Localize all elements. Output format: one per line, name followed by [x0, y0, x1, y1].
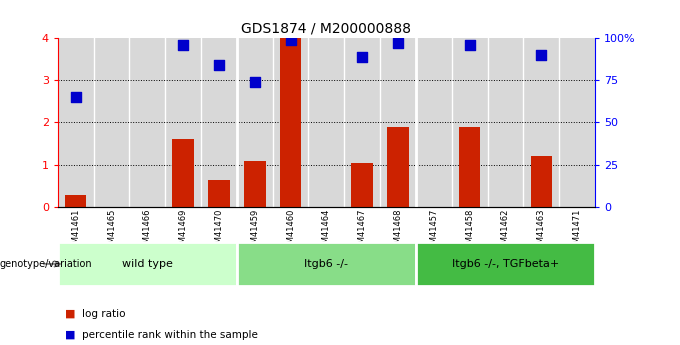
Bar [165, 38, 201, 207]
Bar [173, 139, 194, 207]
Point [357, 54, 368, 59]
Bar [273, 38, 309, 207]
Point [250, 79, 260, 85]
Bar [416, 38, 452, 207]
Bar [58, 241, 237, 286]
Bar [524, 38, 559, 207]
Bar [452, 38, 488, 207]
Bar [388, 127, 409, 207]
Text: ■: ■ [65, 309, 75, 319]
Bar [530, 156, 552, 207]
Bar [309, 38, 344, 207]
Point [392, 40, 403, 46]
Bar [380, 38, 416, 207]
Bar [559, 38, 595, 207]
Point [464, 42, 475, 48]
Point [214, 62, 224, 68]
Bar [208, 179, 230, 207]
Bar [65, 195, 86, 207]
Bar [280, 38, 301, 207]
Point [177, 42, 188, 48]
Bar [352, 162, 373, 207]
Bar [488, 38, 524, 207]
Bar [237, 38, 273, 207]
Bar [244, 161, 265, 207]
Point [70, 94, 81, 100]
Title: GDS1874 / M200000888: GDS1874 / M200000888 [241, 21, 411, 36]
Text: genotype/variation: genotype/variation [0, 259, 92, 269]
Bar [129, 38, 165, 207]
Text: wild type: wild type [122, 259, 173, 269]
Bar [58, 38, 94, 207]
Text: percentile rank within the sample: percentile rank within the sample [82, 330, 258, 339]
Point [536, 52, 547, 58]
Point [285, 37, 296, 42]
Bar [237, 241, 416, 286]
Bar [344, 38, 380, 207]
Text: log ratio: log ratio [82, 309, 125, 319]
Bar [416, 241, 595, 286]
Bar [94, 38, 129, 207]
Text: Itgb6 -/-, TGFbeta+: Itgb6 -/-, TGFbeta+ [452, 259, 559, 269]
Text: Itgb6 -/-: Itgb6 -/- [305, 259, 348, 269]
Bar [201, 38, 237, 207]
Text: ■: ■ [65, 330, 75, 339]
Bar [459, 127, 480, 207]
